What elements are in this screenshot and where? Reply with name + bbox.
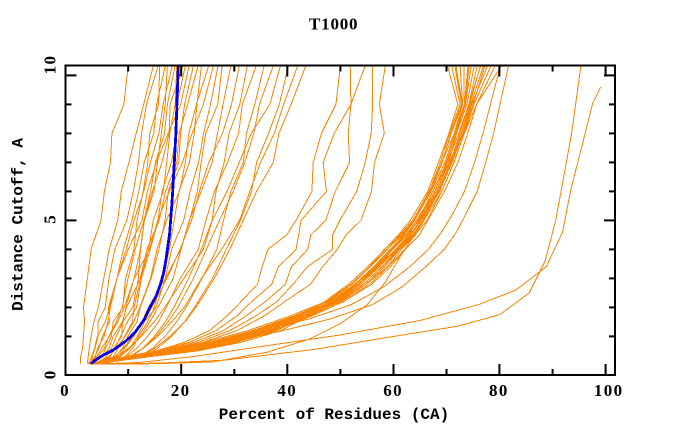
svg-text:20: 20 — [171, 381, 191, 400]
svg-text:60: 60 — [383, 381, 403, 400]
svg-text:Percent of Residues (CA): Percent of Residues (CA) — [219, 406, 449, 424]
svg-text:0: 0 — [41, 369, 60, 379]
svg-text:100: 100 — [594, 381, 624, 400]
svg-text:10: 10 — [41, 55, 60, 75]
svg-text:5: 5 — [41, 214, 60, 224]
svg-text:40: 40 — [277, 381, 297, 400]
svg-text:Distance Cutoff, A: Distance Cutoff, A — [10, 138, 28, 311]
svg-text:80: 80 — [489, 381, 509, 400]
svg-text:0: 0 — [60, 381, 70, 400]
svg-text:T1000: T1000 — [309, 15, 358, 34]
